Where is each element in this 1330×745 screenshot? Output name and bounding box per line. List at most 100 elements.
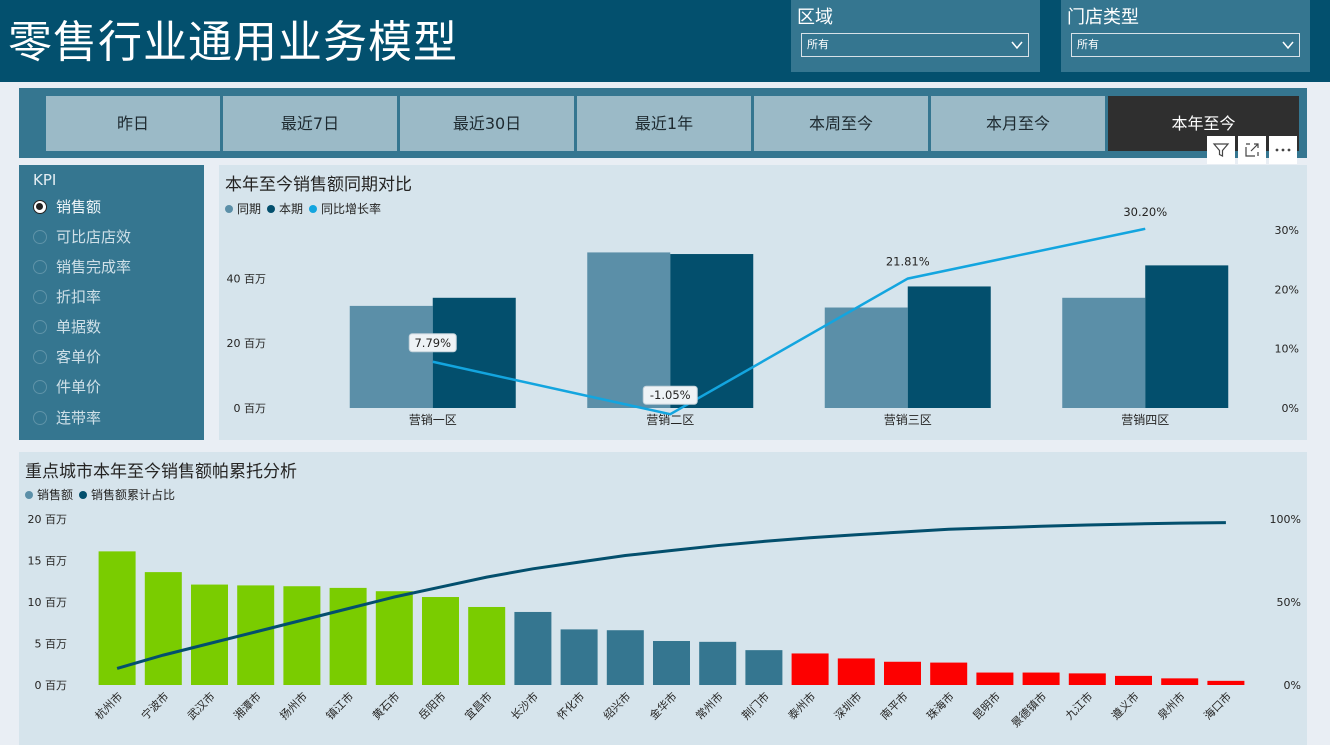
radio-icon [33, 411, 47, 425]
chevron-down-icon [1282, 41, 1294, 50]
page-title: 零售行业通用业务模型 [8, 17, 458, 68]
x-tick-label: 杭州市 [92, 689, 125, 722]
tab-last-1-year[interactable]: 最近1年 [577, 96, 751, 151]
bar-sales [98, 551, 136, 685]
x-tick-label: 泉州市 [1155, 689, 1188, 722]
store-type-slicer-label: 门店类型 [1067, 7, 1139, 28]
x-tick-label: 岳阳市 [415, 689, 448, 722]
region-dropdown[interactable]: 所有 [801, 33, 1029, 57]
legend-item-prior: 同期 [225, 200, 261, 217]
legend-dot-icon [25, 490, 33, 499]
x-tick-label: 景德镇市 [1008, 689, 1049, 730]
y2-tick-label: 0% [1282, 402, 1299, 415]
bar-current [1145, 265, 1229, 408]
tab-yesterday[interactable]: 昨日 [46, 96, 220, 151]
bar-sales [144, 572, 182, 685]
kpi-option-attach-rate[interactable]: 连带率 [33, 408, 101, 428]
store-type-slicer: 门店类型 所有 [1061, 0, 1310, 72]
pareto-chart-card: 重点城市本年至今销售额帕累托分析 销售额 销售额累计占比 0 百万 5 百万 10 … [19, 452, 1307, 745]
y-tick-label: 20 百万 [28, 513, 68, 526]
x-tick-label: 营销四区 [1121, 413, 1169, 427]
region-dropdown-value: 所有 [807, 38, 829, 51]
tab-week-to-date[interactable]: 本周至今 [754, 96, 928, 151]
data-label: 21.81% [886, 255, 930, 269]
radio-icon [33, 290, 47, 304]
focus-mode-button[interactable] [1238, 136, 1266, 164]
bar-sales [884, 661, 921, 685]
kpi-option-comp-store[interactable]: 可比店店效 [33, 227, 131, 247]
cumulative-share-line [116, 521, 1226, 670]
kpi-option-label: 件单价 [56, 378, 102, 396]
yoy-sales-chart-card: 本年至今销售额同期对比 同期 本期 同比增长率 0 百万 20 百万 40 百万 0%… [219, 165, 1307, 440]
bar-sales [422, 597, 459, 685]
y2-tick-label: 0% [1284, 679, 1301, 692]
x-tick-label: 深圳市 [831, 689, 864, 722]
legend-dot-icon [79, 490, 88, 499]
data-label: -1.05% [650, 388, 691, 402]
x-tick-label: 营销二区 [646, 413, 694, 427]
focus-mode-icon [1245, 143, 1259, 157]
y-tick-label: 20 百万 [227, 337, 267, 350]
chart-title: 重点城市本年至今销售额帕累托分析 [25, 462, 297, 482]
more-options-button[interactable] [1269, 136, 1297, 164]
legend-dot-icon [309, 204, 318, 213]
radio-icon [33, 260, 47, 274]
chart-legend: 销售额 销售额累计占比 [25, 486, 175, 503]
x-tick-label: 武汉市 [184, 689, 217, 722]
x-tick-label: 泰州市 [785, 689, 818, 722]
y-tick-label: 0 百万 [234, 402, 267, 415]
bar-sales [1115, 675, 1152, 685]
data-label: 7.79% [414, 336, 451, 350]
kpi-option-sales[interactable]: 销售额 [33, 197, 101, 217]
store-type-dropdown[interactable]: 所有 [1071, 33, 1300, 57]
bar-sales [375, 591, 413, 685]
bar-sales [606, 630, 644, 685]
more-options-icon [1275, 148, 1291, 152]
bar-sales [976, 672, 1014, 685]
tab-year-to-date[interactable]: 本年至今 [1108, 96, 1299, 151]
x-tick-label: 营销三区 [884, 413, 932, 427]
filter-button[interactable] [1207, 136, 1235, 164]
tab-last-30-days[interactable]: 最近30日 [400, 96, 574, 151]
bar-sales [1068, 673, 1106, 685]
kpi-option-label: 单据数 [56, 318, 102, 336]
tab-month-to-date[interactable]: 本月至今 [931, 96, 1105, 151]
bar-sales [745, 650, 783, 685]
x-tick-label: 营销一区 [409, 413, 457, 427]
bar-current [670, 254, 754, 408]
data-label: 30.20% [1123, 205, 1167, 219]
kpi-title: KPI [33, 171, 57, 189]
x-tick-label: 怀化市 [554, 689, 587, 722]
bar-prior [1062, 297, 1146, 408]
x-tick-label: 常州市 [693, 689, 726, 722]
x-tick-label: 九江市 [1062, 689, 1095, 722]
y-tick-label: 0 百万 [35, 679, 68, 692]
tab-last-7-days[interactable]: 最近7日 [223, 96, 397, 151]
x-tick-label: 珠海市 [924, 689, 957, 722]
chevron-down-icon [1011, 41, 1023, 50]
kpi-option-completion-rate[interactable]: 销售完成率 [33, 257, 131, 277]
x-tick-label: 海口市 [1201, 689, 1234, 722]
bar-sales [699, 641, 737, 685]
x-tick-label: 荆门市 [739, 689, 772, 722]
x-tick-label: 遵义市 [1108, 689, 1141, 722]
kpi-option-avg-ticket[interactable]: 客单价 [33, 347, 101, 367]
x-tick-label: 金华市 [646, 689, 679, 722]
region-slicer: 区域 所有 [791, 0, 1040, 72]
kpi-option-unit-price[interactable]: 件单价 [33, 377, 101, 397]
y-tick-label: 10 百万 [28, 596, 68, 609]
kpi-option-label: 连带率 [56, 409, 102, 427]
pareto-chart: 0 百万 5 百万 10 百万 15 百万 20 百万 0% 50% 100% 杭州市 宁波市 武汉… [28, 513, 1302, 730]
bar-prior [349, 305, 433, 408]
kpi-option-ticket-count[interactable]: 单据数 [33, 317, 101, 337]
kpi-option-discount-rate[interactable]: 折扣率 [33, 287, 101, 307]
chart-legend: 同期 本期 同比增长率 [225, 200, 381, 217]
x-tick-label: 镇江市 [323, 689, 356, 722]
kpi-panel: KPI 销售额 可比店店效 销售完成率 折扣率 单据数 客单价 件单价 连带率 [19, 165, 204, 440]
y-tick-label: 15 百万 [28, 555, 68, 568]
legend-label: 同期 [237, 202, 262, 216]
x-tick-label: 湘潭市 [231, 689, 264, 722]
header-bar: 零售行业通用业务模型 区域 所有 门店类型 所有 [0, 0, 1330, 82]
x-tick-label: 宁波市 [138, 689, 171, 722]
x-tick-label: 昆明市 [970, 689, 1003, 722]
